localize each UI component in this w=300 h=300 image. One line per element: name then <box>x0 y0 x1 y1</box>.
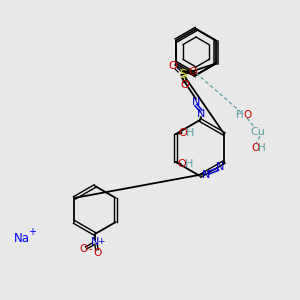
Text: N: N <box>197 109 205 119</box>
Text: N: N <box>216 162 224 172</box>
Text: H: H <box>258 143 266 153</box>
Text: N: N <box>192 97 200 107</box>
Text: +: + <box>28 227 36 237</box>
Text: -: - <box>88 244 92 254</box>
Text: O: O <box>177 159 186 169</box>
Text: O: O <box>79 244 87 254</box>
Text: Na: Na <box>14 232 30 244</box>
Text: N: N <box>91 237 99 247</box>
Text: +: + <box>97 236 105 245</box>
Text: O: O <box>181 80 189 90</box>
Text: Cu: Cu <box>250 127 266 137</box>
Text: O: O <box>243 110 251 120</box>
Text: H: H <box>184 159 193 169</box>
Text: O: O <box>251 143 259 153</box>
Text: H: H <box>186 128 194 138</box>
Text: O: O <box>178 128 187 138</box>
Text: O: O <box>169 61 177 71</box>
Text: S: S <box>179 68 187 80</box>
Text: O: O <box>189 67 197 77</box>
Text: N: N <box>202 170 210 180</box>
Text: O: O <box>94 248 102 258</box>
Text: H: H <box>236 110 244 120</box>
